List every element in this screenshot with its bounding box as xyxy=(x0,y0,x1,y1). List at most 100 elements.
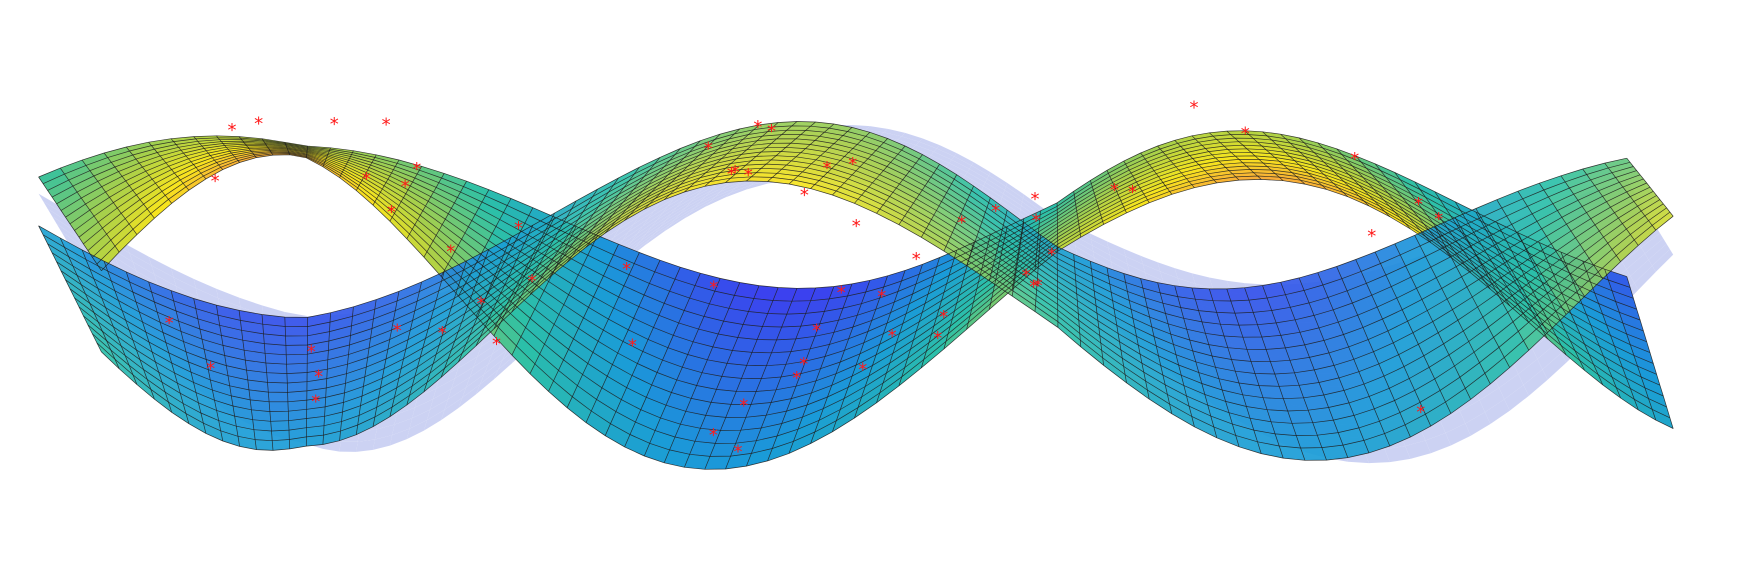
back-surface-patch xyxy=(394,407,415,425)
cross-surface-mesh-column xyxy=(1226,288,1284,459)
cross-surface-patch xyxy=(698,144,724,156)
back-surface-patch xyxy=(406,420,427,440)
front-surface-patch xyxy=(1413,210,1439,230)
front-surface-mesh-column xyxy=(1209,132,1262,180)
front-surface-patch xyxy=(711,389,737,405)
cross-surface-patch xyxy=(1447,286,1473,310)
front-surface-patch xyxy=(781,313,806,328)
front-surface-patch xyxy=(98,207,122,229)
front-surface-patch xyxy=(129,175,153,191)
front-surface-patch xyxy=(901,264,923,281)
cross-surface-patch xyxy=(772,173,798,180)
front-surface-patch xyxy=(1589,354,1613,378)
front-surface-patch xyxy=(1378,194,1404,212)
front-surface-patch xyxy=(1094,182,1114,197)
cross-surface-patch xyxy=(414,290,439,311)
front-surface-patch xyxy=(327,153,350,161)
cross-surface-patch xyxy=(61,270,86,294)
cross-surface-patch xyxy=(967,195,988,213)
front-surface-patch xyxy=(101,176,126,192)
front-surface-patch xyxy=(457,192,483,209)
cross-surface-patch xyxy=(1598,255,1621,279)
scatter-marker: * xyxy=(254,114,263,135)
scatter-marker: * xyxy=(812,321,821,342)
cross-surface-patch xyxy=(684,181,711,193)
cross-surface-patch xyxy=(1521,228,1547,249)
cross-surface-patch xyxy=(288,427,307,440)
cross-surface-patch xyxy=(1147,307,1169,324)
front-surface-patch xyxy=(660,405,686,425)
front-surface-patch xyxy=(781,361,806,378)
back-surface-patch xyxy=(195,288,220,308)
front-surface-patch xyxy=(395,163,420,175)
front-surface-patch xyxy=(1039,206,1058,220)
cross-surface-patch xyxy=(488,268,513,291)
front-surface-patch xyxy=(844,331,868,351)
front-surface-patch xyxy=(1276,144,1300,153)
front-surface-patch xyxy=(1561,345,1585,371)
front-surface-patch xyxy=(224,144,247,148)
cross-surface-patch xyxy=(1113,308,1135,328)
cross-surface-patch xyxy=(615,203,641,222)
cross-surface-patch xyxy=(1038,256,1058,276)
front-surface-patch xyxy=(1399,217,1426,237)
front-surface-patch xyxy=(367,167,390,180)
cross-surface-patch xyxy=(1347,283,1372,304)
cross-surface-patch xyxy=(444,344,467,369)
front-surface-patch xyxy=(1101,206,1126,222)
cross-surface-patch xyxy=(1015,269,1037,290)
cross-surface-patch xyxy=(879,204,905,221)
cross-surface-patch xyxy=(605,214,631,234)
front-surface-patch xyxy=(478,202,504,220)
cross-surface-patch xyxy=(1378,354,1404,377)
back-surface-patch xyxy=(980,189,1001,205)
front-surface-patch xyxy=(704,456,731,470)
front-surface-mesh-column xyxy=(1056,202,1059,252)
front-surface-patch xyxy=(132,179,156,195)
front-surface-patch xyxy=(1387,193,1413,211)
cross-surface-patch xyxy=(1158,355,1182,376)
cross-surface-patch xyxy=(1379,412,1406,434)
front-surface-patch xyxy=(1300,180,1327,190)
front-surface-patch xyxy=(1279,177,1305,185)
back-surface-patch xyxy=(676,189,702,208)
front-surface-patch xyxy=(216,156,237,165)
scatter-marker: * xyxy=(734,442,743,463)
cross-surface-patch xyxy=(126,271,152,292)
front-surface-patch xyxy=(1407,203,1433,223)
front-surface-patch xyxy=(1189,151,1213,159)
front-surface-patch xyxy=(502,310,526,337)
front-surface-patch xyxy=(157,147,182,156)
cross-surface-patch xyxy=(1548,188,1574,204)
front-surface-patch xyxy=(737,324,763,340)
cross-surface-patch xyxy=(583,207,609,229)
cross-surface-patch xyxy=(478,255,504,277)
cross-surface-patch xyxy=(1434,366,1460,391)
front-surface-mesh-column xyxy=(440,189,490,277)
front-surface-patch xyxy=(1317,181,1344,193)
cross-surface-patch xyxy=(384,349,406,369)
cross-surface-patch xyxy=(781,130,806,135)
cross-surface-patch xyxy=(504,262,529,286)
cross-surface-patch xyxy=(1154,336,1176,355)
cross-surface-patch xyxy=(89,303,114,327)
back-surface-patch xyxy=(412,399,434,419)
cross-surface-patch xyxy=(1097,313,1119,334)
cross-surface-patch xyxy=(1314,309,1339,328)
back-surface-patch xyxy=(1384,445,1411,463)
back-surface-patch xyxy=(695,191,721,208)
front-surface-patch xyxy=(653,315,679,336)
front-surface-patch xyxy=(838,303,862,321)
back-surface-patch xyxy=(684,201,711,219)
cross-surface-patch xyxy=(1357,307,1383,328)
front-surface-patch xyxy=(47,180,73,198)
front-surface-patch xyxy=(1366,168,1392,184)
cross-surface-patch xyxy=(836,160,860,171)
cross-surface-patch xyxy=(520,229,546,252)
cross-surface-patch xyxy=(748,127,773,135)
front-surface-patch xyxy=(356,187,375,206)
cross-surface-patch xyxy=(941,197,963,214)
front-surface-patch xyxy=(771,386,797,403)
cross-surface-patch xyxy=(712,144,738,155)
cross-surface-mesh-column xyxy=(1626,157,1674,217)
